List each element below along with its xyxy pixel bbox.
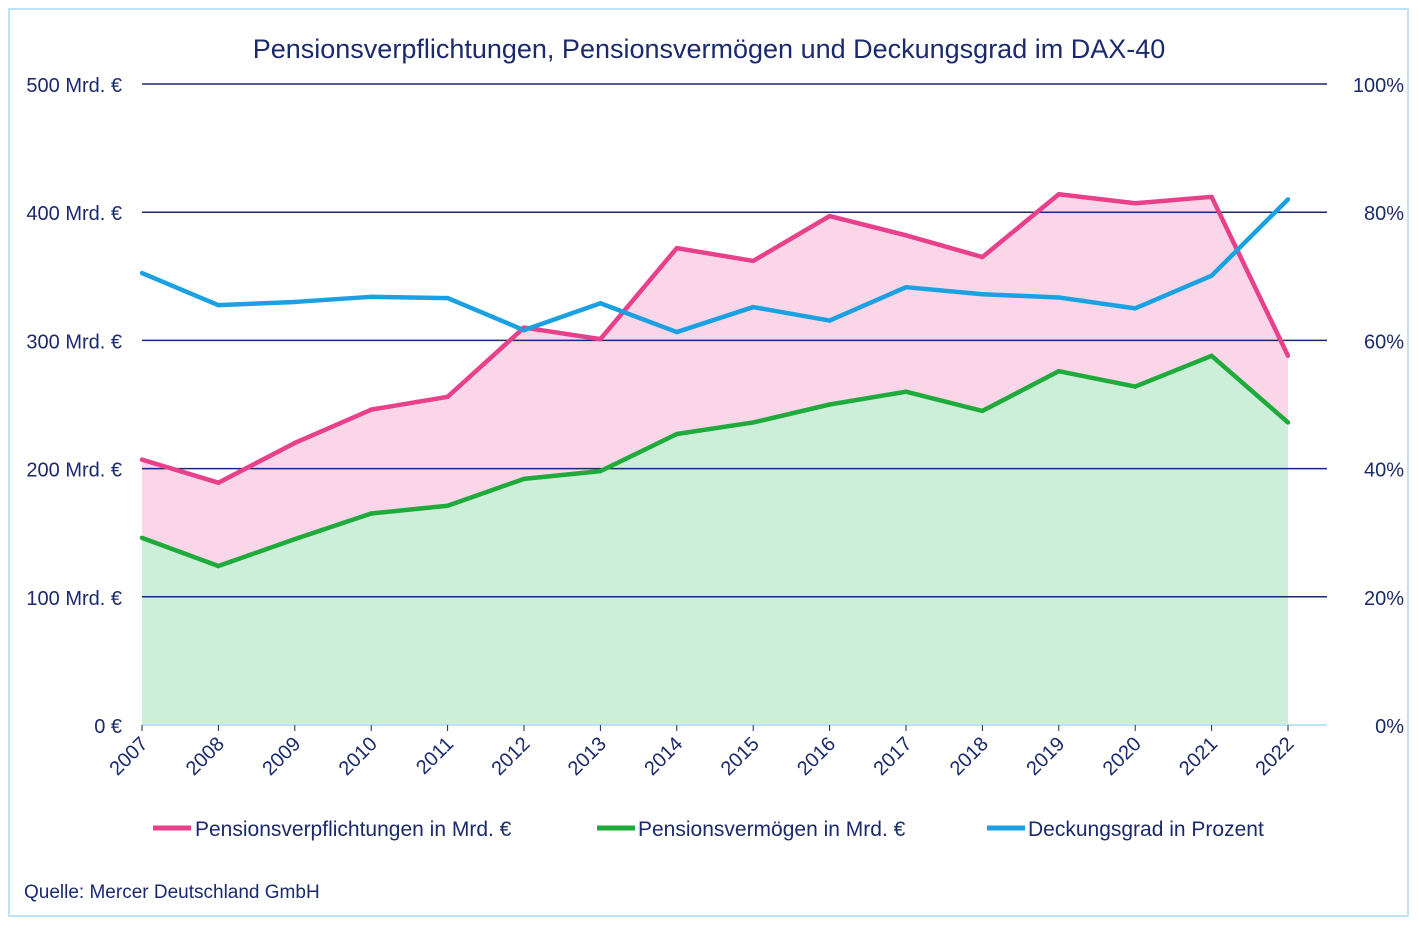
y-right-tick-label: 100% — [1353, 75, 1404, 97]
line-pensionsverpflichtungen — [141, 192, 1291, 485]
legend-label: Deckungsgrad in Prozent — [1028, 818, 1264, 841]
x-tick-label: 2009 — [258, 733, 305, 780]
point-pensionsvermoegen — [445, 503, 450, 508]
point-pensionsvermoegen — [292, 536, 297, 542]
point-pensionsvermoegen — [751, 420, 756, 425]
point-pensionsvermoegen — [521, 476, 527, 482]
x-tick-label: 2008 — [182, 733, 229, 780]
point-pensionsverpflichtungen — [139, 457, 145, 462]
y-right-tick-label: 60% — [1364, 331, 1404, 353]
point-pensionsverpflichtungen — [1056, 192, 1062, 197]
x-tick-label: 2014 — [640, 733, 687, 780]
point-pensionsverpflichtungen — [827, 213, 832, 219]
x-tick-label: 2022 — [1252, 733, 1299, 780]
point-deckungsgrad — [369, 294, 374, 300]
point-deckungsgrad — [216, 302, 221, 308]
point-deckungsgrad — [827, 318, 832, 323]
legend-pensionsverpflichtungen: Pensionsverpflichtungen in Mrd. € — [153, 818, 512, 841]
point-pensionsvermoegen — [598, 468, 603, 474]
legend-deckungsgrad: Deckungsgrad in Prozent — [987, 818, 1264, 841]
point-pensionsverpflichtungen — [292, 440, 297, 446]
point-deckungsgrad — [1285, 197, 1291, 202]
line-deckungsgrad — [141, 197, 1290, 335]
y-left-tick-label: 200 Mrd. € — [26, 460, 122, 482]
y-right-tick-label: 0% — [1375, 716, 1404, 738]
point-pensionsverpflichtungen — [1133, 201, 1138, 206]
x-tick-label: 2017 — [870, 733, 917, 780]
legend-label: Pensionsvermögen in Mrd. € — [638, 818, 906, 841]
x-tick-label: 2021 — [1175, 733, 1222, 780]
chart-title: Pensionsverpflichtungen, Pensionsvermöge… — [253, 34, 1166, 64]
point-pensionsverpflichtungen — [216, 480, 221, 485]
point-deckungsgrad — [292, 299, 297, 305]
x-tick-label: 2013 — [564, 733, 611, 780]
x-tick-label: 2020 — [1099, 733, 1146, 780]
point-pensionsvermoegen — [980, 408, 985, 414]
point-deckungsgrad — [980, 292, 985, 297]
x-tick-label: 2007 — [106, 733, 153, 780]
point-pensionsverpflichtungen — [369, 407, 374, 412]
y-left-tick-label: 0 € — [94, 716, 122, 738]
point-deckungsgrad — [139, 270, 145, 276]
source-note: Quelle: Mercer Deutschland GmbH — [24, 882, 320, 903]
area-pensionsvermoegen — [142, 355, 1288, 725]
point-pensionsvermoegen — [903, 389, 909, 394]
point-pensionsvermoegen — [674, 431, 679, 437]
x-tick-label: 2012 — [488, 733, 535, 780]
point-deckungsgrad — [598, 301, 603, 306]
x-tick-label: 2015 — [717, 733, 764, 780]
y-left-tick-label: 400 Mrd. € — [26, 203, 122, 225]
point-deckungsgrad — [751, 304, 756, 310]
x-tick-label: 2010 — [335, 733, 382, 780]
point-deckungsgrad — [674, 329, 679, 335]
point-pensionsvermoegen — [1209, 353, 1214, 358]
legend-label: Pensionsverpflichtungen in Mrd. € — [195, 818, 512, 841]
point-pensionsvermoegen — [216, 563, 221, 569]
point-pensionsverpflichtungen — [980, 254, 985, 260]
point-pensionsverpflichtungen — [903, 233, 909, 238]
x-tick-label: 2011 — [412, 733, 458, 779]
point-pensionsvermoegen — [139, 535, 145, 541]
point-deckungsgrad — [903, 284, 909, 290]
legend-pensionsvermoegen: Pensionsvermögen in Mrd. € — [597, 818, 906, 841]
point-pensionsvermoegen — [1133, 384, 1138, 389]
point-pensionsverpflichtungen — [1209, 194, 1214, 200]
y-right-tick-label: 20% — [1364, 588, 1404, 610]
x-tick-label: 2018 — [946, 733, 993, 780]
y-left-tick-label: 500 Mrd. € — [26, 75, 122, 97]
point-deckungsgrad — [521, 327, 527, 333]
point-pensionsverpflichtungen — [598, 336, 603, 342]
y-right-tick-label: 80% — [1364, 203, 1404, 225]
point-pensionsverpflichtungen — [751, 258, 756, 264]
x-tick-label: 2019 — [1022, 733, 1069, 780]
y-right-tick-label: 40% — [1364, 460, 1404, 482]
y-left-tick-label: 300 Mrd. € — [26, 331, 122, 353]
point-pensionsverpflichtungen — [674, 245, 679, 251]
point-deckungsgrad — [445, 295, 450, 301]
x-tick-label: 2016 — [793, 733, 840, 780]
point-deckungsgrad — [1209, 273, 1214, 278]
point-deckungsgrad — [1056, 295, 1062, 300]
point-pensionsverpflichtungen — [445, 394, 450, 400]
point-pensionsvermoegen — [827, 402, 832, 407]
y-left-tick-label: 100 Mrd. € — [26, 588, 122, 610]
point-pensionsvermoegen — [369, 511, 374, 516]
line-pensionsvermoegen — [141, 353, 1290, 569]
point-pensionsvermoegen — [1285, 420, 1291, 425]
point-deckungsgrad — [1133, 306, 1138, 311]
point-pensionsvermoegen — [1056, 368, 1062, 374]
point-pensionsverpflichtungen — [1285, 353, 1291, 358]
